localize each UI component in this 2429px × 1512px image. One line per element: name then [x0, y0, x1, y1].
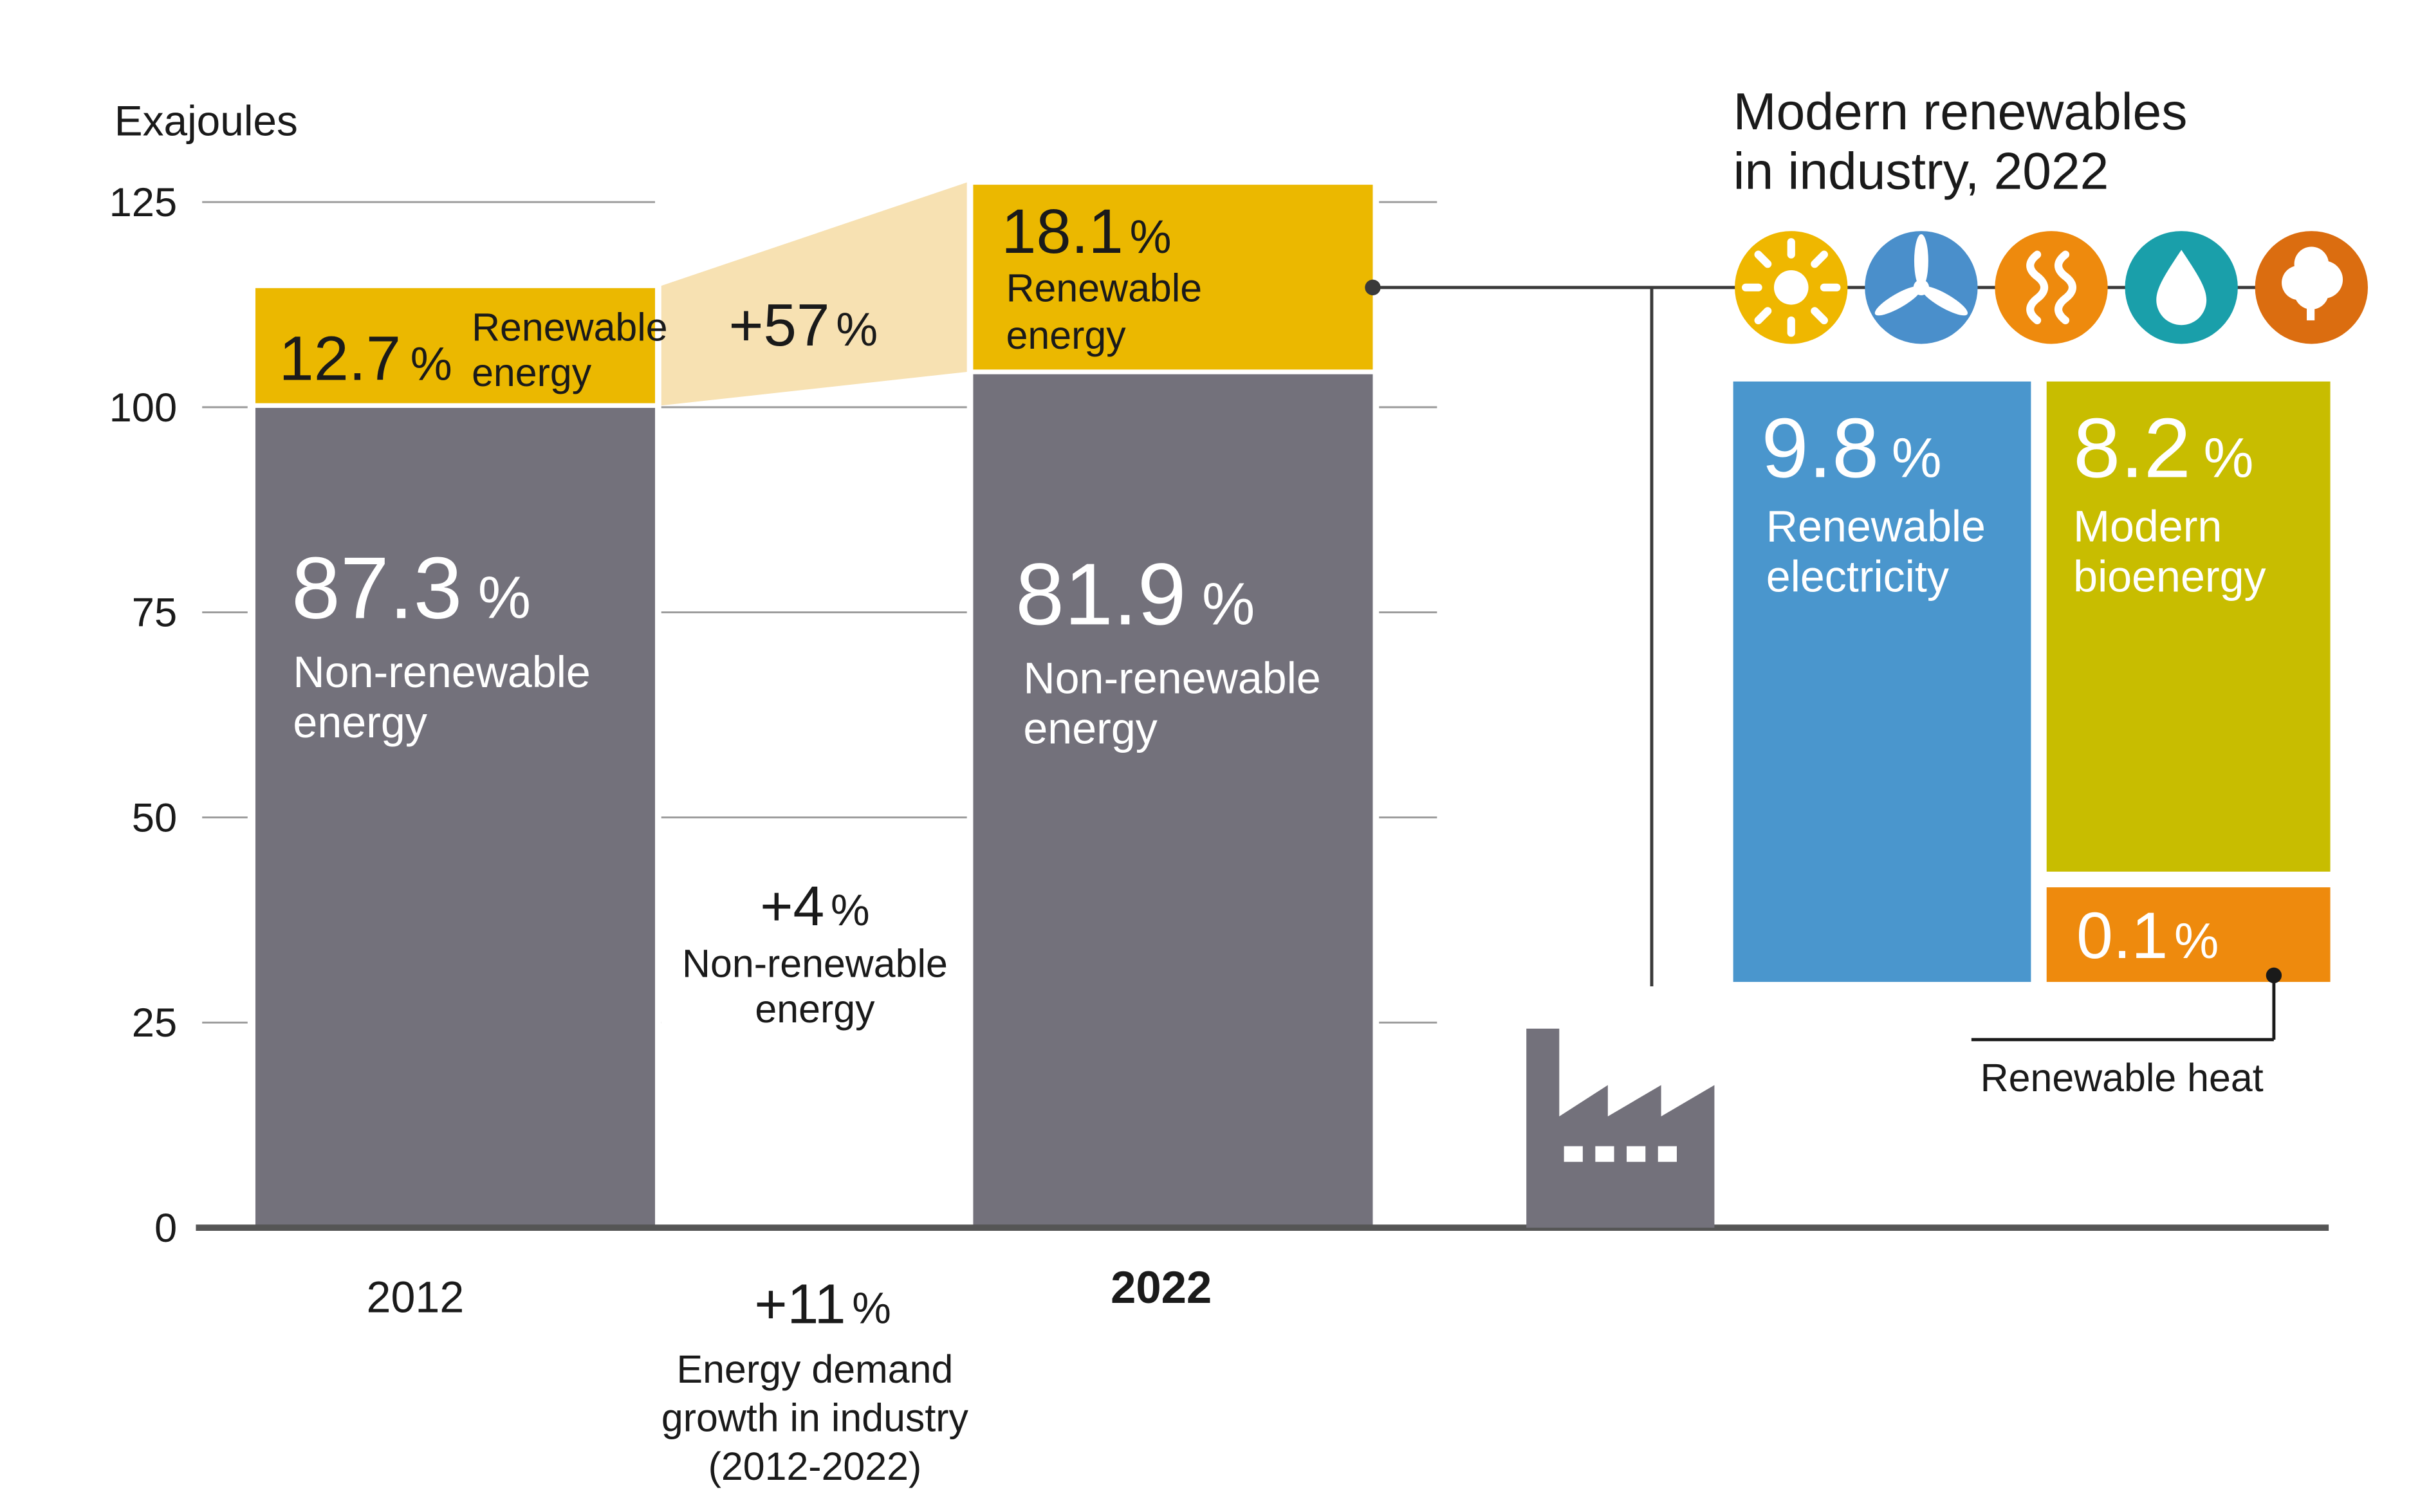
y-tick-label-50: 50	[132, 795, 177, 840]
bar-2012-non-renewable-label: Non-renewable energy	[293, 648, 590, 747]
bar-2022-non-renewable	[973, 374, 1373, 1226]
bar-2022-non-renewable-value: 81.9%	[1015, 545, 1255, 643]
y-axis-ticks: 0 25 50 75 100 125	[109, 180, 178, 1251]
water-drop-icon	[2125, 231, 2238, 344]
y-tick-label-100: 100	[109, 385, 178, 430]
y-tick-label-25: 25	[132, 1000, 177, 1046]
wind-turbine-icon	[1865, 231, 1978, 344]
bar-group-2012	[255, 288, 656, 1226]
sun-icon	[1735, 231, 1848, 344]
factory-icon	[1526, 1028, 1715, 1228]
renewable-growth-value: +57%	[729, 291, 878, 358]
renewable-electricity-box	[1733, 381, 2031, 982]
total-growth-label: Energy demand growth in industry (2012-202…	[661, 1347, 969, 1488]
heat-waves-icon	[1995, 231, 2108, 344]
y-tick-label-125: 125	[109, 180, 178, 225]
bar-2012-non-renewable	[255, 407, 656, 1226]
modern-bioenergy-value: 8.2%	[2073, 400, 2253, 495]
non-renewable-growth-bg	[661, 865, 969, 1042]
bar-2012-renewable-label: Renewable energy	[472, 306, 668, 395]
tree-icon	[2255, 231, 2369, 344]
renewable-heat-label: Renewable heat	[1981, 1056, 2264, 1100]
y-axis-label: Exajoules	[115, 97, 298, 145]
bar-2012-non-renewable-value: 87.3%	[291, 539, 531, 637]
bar-2012-renewable-value: 12.7%	[279, 323, 452, 393]
bar-2012-renewable	[255, 288, 656, 403]
bar-group-2022	[973, 185, 1373, 1226]
y-tick-label-0: 0	[154, 1206, 177, 1251]
bar-2022-non-renewable-label: Non-renewable energy	[1023, 654, 1320, 753]
modern-bioenergy-box	[2046, 381, 2331, 872]
total-growth-value: +11%	[754, 1273, 891, 1336]
bar-2022-renewable	[973, 185, 1373, 370]
y-tick-label-75: 75	[132, 591, 177, 636]
x-tick-2012: 2012	[367, 1273, 465, 1322]
x-tick-2022: 2022	[1111, 1262, 1212, 1313]
renewable-growth-wedge	[661, 182, 967, 406]
non-renewable-growth-label: Non-renewable energy	[682, 941, 948, 1031]
renewable-heat-value: 0.1%	[2076, 898, 2219, 972]
renewable-electricity-value: 9.8%	[1761, 400, 1941, 495]
bar-2022-renewable-value: 18.1%	[1001, 196, 1171, 266]
renewable-heat-box	[2046, 887, 2331, 982]
renewable-electricity-label: Renewable electricity	[1766, 502, 1986, 601]
grid-lines	[202, 201, 1437, 1024]
breakdown-title: Modern renewables in industry, 2022	[1733, 83, 2188, 201]
modern-bioenergy-label: Modern bioenergy	[2073, 502, 2266, 601]
non-renewable-growth-value: +4%	[760, 874, 869, 937]
renewable-heat-callout	[1971, 967, 2282, 1042]
bar-2022-renewable-label: Renewable energy	[1006, 266, 1203, 357]
